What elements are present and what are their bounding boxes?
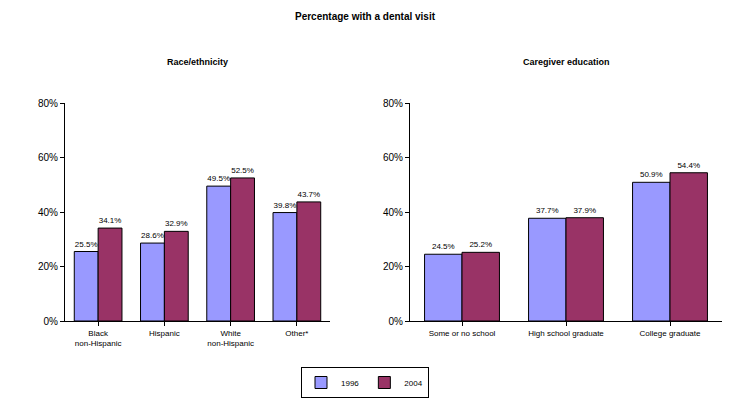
svg-text:37.7%: 37.7% xyxy=(536,206,559,215)
svg-text:1996: 1996 xyxy=(341,379,359,388)
svg-text:39.8%: 39.8% xyxy=(274,201,297,210)
svg-text:20%: 20% xyxy=(383,261,403,272)
svg-text:25.5%: 25.5% xyxy=(75,240,98,249)
svg-text:37.9%: 37.9% xyxy=(573,206,596,215)
svg-text:Caregiver education: Caregiver education xyxy=(523,57,610,67)
svg-text:34.1%: 34.1% xyxy=(99,216,122,225)
svg-text:Other*: Other* xyxy=(285,329,308,338)
svg-text:College graduate: College graduate xyxy=(640,329,701,338)
svg-text:32.9%: 32.9% xyxy=(165,219,188,228)
svg-text:49.5%: 49.5% xyxy=(207,174,230,183)
svg-text:40%: 40% xyxy=(38,207,58,218)
svg-text:50.9%: 50.9% xyxy=(640,170,663,179)
svg-text:52.5%: 52.5% xyxy=(231,166,254,175)
svg-text:Whitenon-Hispanic: Whitenon-Hispanic xyxy=(207,329,254,348)
svg-text:25.2%: 25.2% xyxy=(469,240,492,249)
svg-text:24.5%: 24.5% xyxy=(432,242,455,251)
svg-text:60%: 60% xyxy=(383,152,403,163)
svg-text:80%: 80% xyxy=(38,98,58,109)
svg-text:43.7%: 43.7% xyxy=(297,190,320,199)
svg-text:Race/ethnicity: Race/ethnicity xyxy=(167,57,228,67)
svg-text:Blacknon-Hispanic: Blacknon-Hispanic xyxy=(75,329,122,348)
svg-text:Hispanic: Hispanic xyxy=(149,329,180,338)
svg-text:60%: 60% xyxy=(38,152,58,163)
svg-text:54.4%: 54.4% xyxy=(677,161,700,170)
svg-text:28.6%: 28.6% xyxy=(141,231,164,240)
svg-text:0%: 0% xyxy=(44,316,59,327)
svg-text:High school graduate: High school graduate xyxy=(528,329,604,338)
svg-text:2004: 2004 xyxy=(404,379,422,388)
svg-text:Percentage with a dental visit: Percentage with a dental visit xyxy=(295,11,436,22)
svg-text:0%: 0% xyxy=(389,316,404,327)
svg-text:20%: 20% xyxy=(38,261,58,272)
svg-text:40%: 40% xyxy=(383,207,403,218)
svg-text:80%: 80% xyxy=(383,98,403,109)
svg-text:Some or no school: Some or no school xyxy=(429,329,496,338)
